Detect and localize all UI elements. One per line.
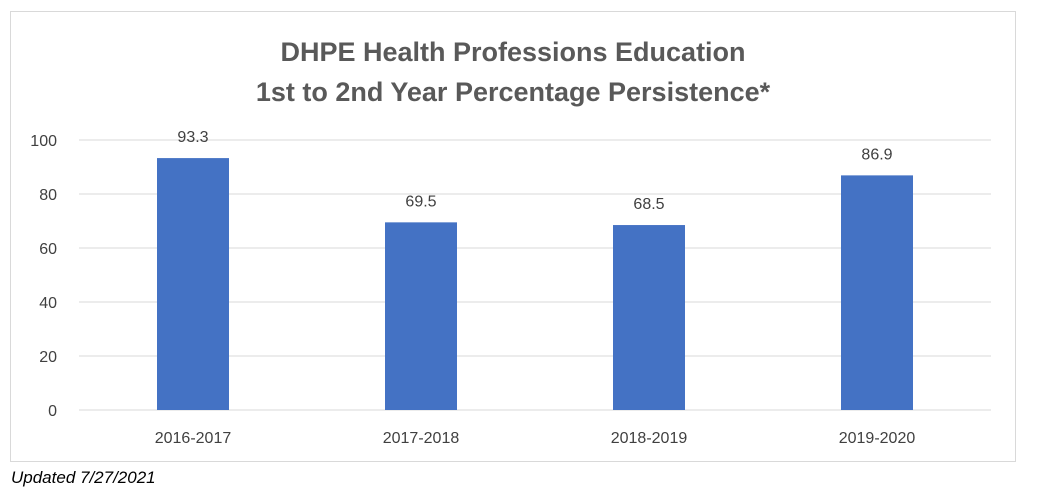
x-category-label-2016-2017: 2016-2017 bbox=[155, 430, 232, 447]
data-label-2019-2020: 86.9 bbox=[861, 146, 892, 163]
chart-title-line-2: 1st to 2nd Year Percentage Persistence* bbox=[256, 77, 771, 107]
bar-2019-2020 bbox=[841, 175, 913, 410]
bar-2018-2019 bbox=[613, 225, 685, 410]
bars bbox=[157, 158, 913, 410]
y-axis-ticks: 0 20 40 60 80 100 bbox=[30, 133, 57, 420]
chart-title-line-1: DHPE Health Professions Education bbox=[280, 37, 745, 67]
x-category-label-2017-2018: 2017-2018 bbox=[383, 430, 460, 447]
x-category-label-2019-2020: 2019-2020 bbox=[839, 430, 916, 447]
bar-2017-2018 bbox=[385, 222, 457, 410]
x-category-label-2018-2019: 2018-2019 bbox=[611, 430, 688, 447]
y-tick-label-40: 40 bbox=[39, 295, 57, 312]
y-tick-label-80: 80 bbox=[39, 187, 57, 204]
data-label-2018-2019: 68.5 bbox=[633, 196, 664, 213]
y-tick-label-0: 0 bbox=[48, 403, 57, 420]
gridlines bbox=[79, 139, 991, 411]
updated-footnote: Updated 7/27/2021 bbox=[11, 468, 156, 487]
y-tick-label-60: 60 bbox=[39, 241, 57, 258]
y-tick-label-100: 100 bbox=[30, 133, 57, 150]
y-tick-label-20: 20 bbox=[39, 349, 57, 366]
x-axis-categories: 2016-2017 2017-2018 2018-2019 2019-2020 bbox=[155, 430, 916, 447]
chart-frame: DHPE Health Professions Education 1st to… bbox=[10, 11, 1016, 462]
data-label-2017-2018: 69.5 bbox=[405, 193, 436, 210]
bar-chart: DHPE Health Professions Education 1st to… bbox=[30, 37, 991, 447]
data-labels: 93.3 69.5 68.5 86.9 bbox=[177, 129, 892, 213]
bar-2016-2017 bbox=[157, 158, 229, 410]
data-label-2016-2017: 93.3 bbox=[177, 129, 208, 146]
